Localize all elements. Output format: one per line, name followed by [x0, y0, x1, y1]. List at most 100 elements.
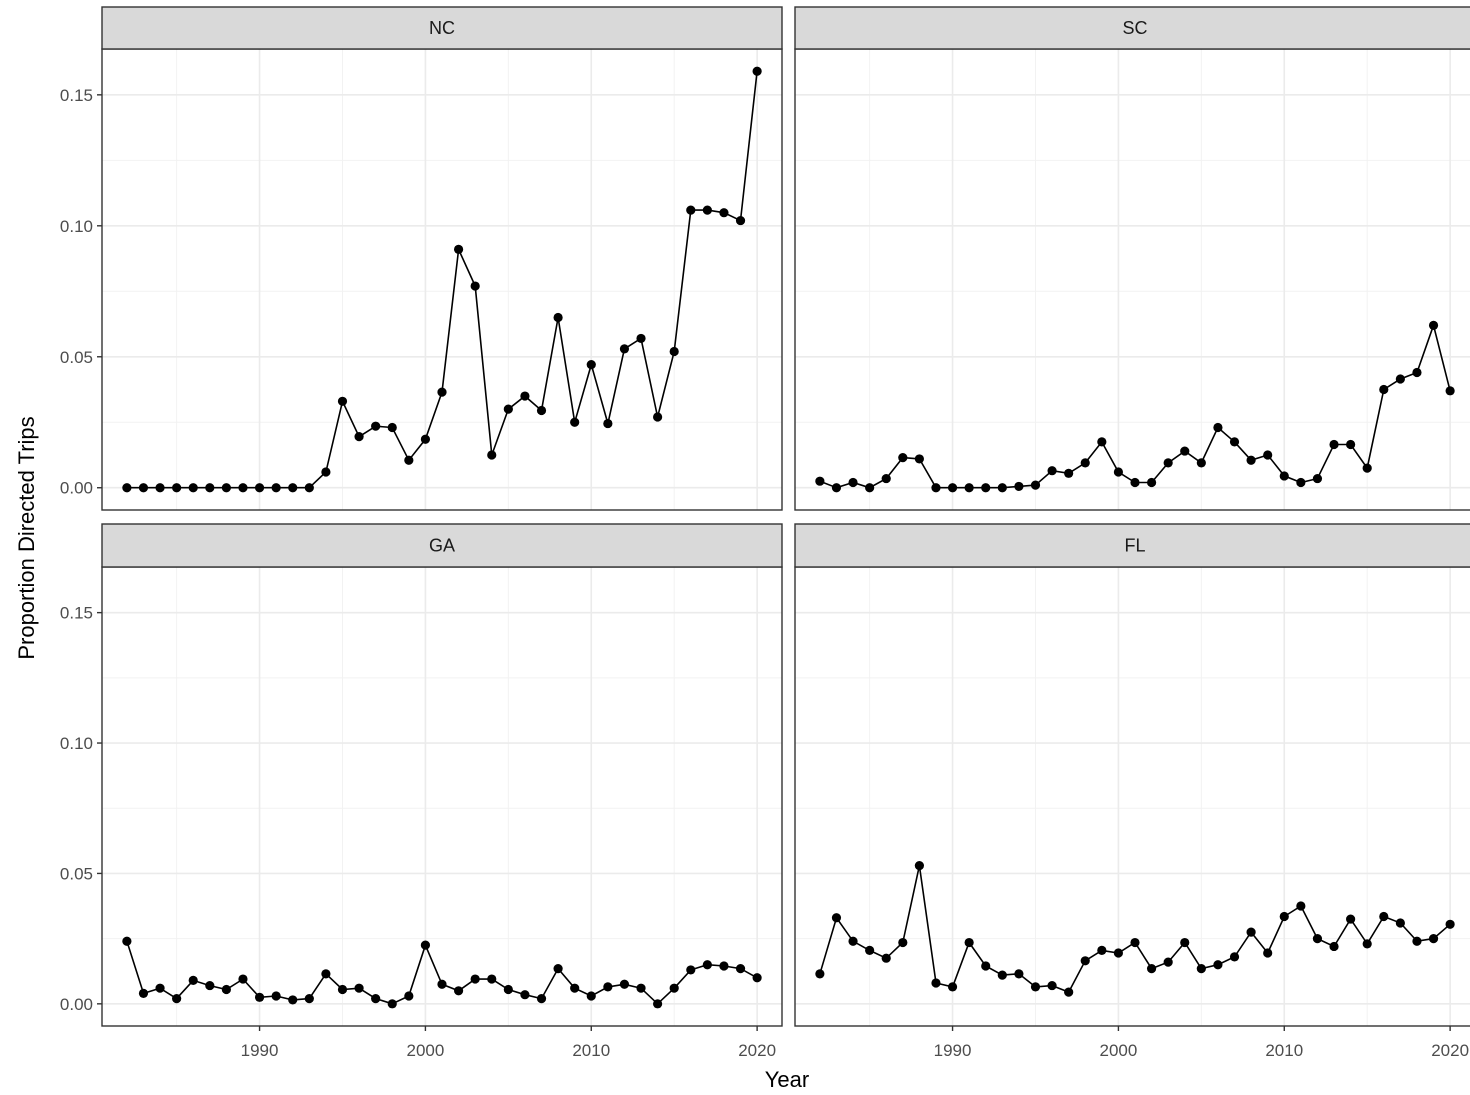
data-point — [288, 483, 298, 493]
panels: NC 0.00 0.05 0.10 0.15 SC GA 0.00 0.05 0.10 0.15 19… — [60, 6, 1470, 1060]
data-point — [898, 453, 908, 463]
data-point — [586, 360, 596, 370]
data-point — [553, 312, 563, 323]
data-point — [453, 244, 464, 254]
data-point — [865, 945, 875, 955]
y-tick-label: 0.10 — [60, 217, 93, 236]
y-axis-title: Proportion Directed Trips — [14, 416, 39, 659]
data-point — [420, 940, 431, 950]
facet-strip — [101, 523, 783, 568]
data-point — [487, 450, 497, 460]
data-point — [1379, 384, 1389, 395]
data-point — [1263, 948, 1273, 958]
data-point — [1412, 936, 1422, 946]
data-point — [238, 483, 248, 493]
panel-background — [795, 567, 1470, 1026]
facet-strip-label: NC — [429, 18, 455, 38]
data-point — [1064, 987, 1074, 997]
data-point — [1213, 960, 1223, 970]
data-point — [453, 986, 464, 996]
data-point — [354, 432, 364, 442]
data-point — [470, 974, 480, 984]
data-point — [669, 346, 679, 357]
data-point — [487, 974, 497, 984]
data-point — [520, 391, 530, 401]
data-point — [1113, 467, 1124, 477]
y-tick-label: 0.00 — [60, 479, 93, 498]
data-point — [1445, 386, 1455, 396]
data-point — [898, 937, 908, 948]
data-point — [865, 483, 875, 493]
data-point — [636, 983, 646, 993]
x-tick-label: 2020 — [738, 1041, 776, 1060]
data-point — [1312, 934, 1323, 944]
data-point — [669, 983, 679, 993]
data-point — [1130, 937, 1140, 948]
facet-panel-sc: SC — [794, 6, 1470, 511]
data-point — [503, 984, 513, 995]
data-point — [964, 937, 974, 948]
data-point — [1428, 320, 1439, 330]
data-point — [1312, 473, 1323, 484]
facet-strip-label: GA — [429, 536, 455, 556]
data-point — [553, 964, 563, 974]
x-tick-label: 2010 — [1265, 1041, 1303, 1060]
data-point — [1196, 458, 1206, 468]
data-point — [1146, 964, 1157, 974]
data-point — [1279, 911, 1289, 922]
data-point — [238, 974, 248, 984]
facet-panel-ga: GA 0.00 0.05 0.10 0.15 1990 2000 2010 2020 — [60, 523, 783, 1060]
data-point — [1014, 969, 1024, 979]
data-point — [122, 483, 132, 493]
data-point — [1229, 952, 1240, 962]
data-point — [1246, 455, 1256, 465]
y-tick-label: 0.00 — [60, 995, 93, 1014]
data-point — [931, 483, 941, 493]
data-point — [437, 979, 447, 989]
data-point — [831, 913, 842, 923]
data-point — [586, 991, 596, 1001]
data-point — [570, 417, 580, 427]
data-point — [371, 994, 381, 1004]
data-point — [1080, 956, 1090, 966]
data-point — [470, 281, 480, 291]
data-point — [881, 953, 891, 963]
data-point — [138, 988, 149, 999]
data-point — [981, 961, 991, 971]
data-point — [172, 483, 182, 493]
data-point — [1163, 458, 1173, 468]
data-point — [520, 990, 530, 1000]
data-point — [1428, 934, 1439, 944]
panel-background — [102, 567, 782, 1026]
data-point — [881, 473, 891, 484]
data-point — [254, 992, 265, 1002]
data-point — [1047, 466, 1057, 476]
y-tick-label: 0.15 — [60, 604, 93, 623]
data-point — [1146, 477, 1157, 488]
data-point — [735, 964, 746, 974]
data-point — [321, 467, 331, 477]
data-point — [138, 483, 149, 493]
data-point — [188, 483, 198, 493]
data-point — [1047, 980, 1057, 991]
data-point — [1196, 964, 1206, 974]
x-tick-label: 2000 — [1100, 1041, 1138, 1060]
data-point — [1014, 481, 1024, 492]
data-point — [155, 983, 165, 993]
data-point — [371, 421, 381, 431]
data-point — [964, 483, 974, 493]
data-point — [271, 991, 281, 1001]
data-point — [536, 994, 547, 1004]
data-point — [702, 205, 712, 215]
data-point — [702, 960, 712, 970]
data-point — [636, 333, 646, 344]
data-point — [337, 984, 348, 995]
data-point — [1064, 468, 1074, 478]
data-point — [1030, 982, 1041, 992]
data-point — [947, 982, 958, 992]
data-point — [288, 995, 298, 1005]
data-point — [1213, 422, 1223, 433]
data-point — [815, 969, 825, 979]
data-point — [1346, 439, 1356, 450]
x-tick-label: 1990 — [241, 1041, 279, 1060]
